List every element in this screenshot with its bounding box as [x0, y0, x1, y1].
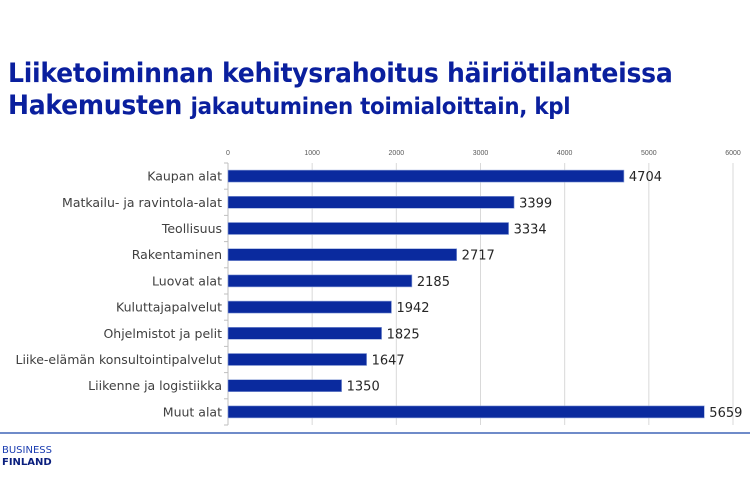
bars	[227, 169, 705, 419]
value-labels: 4704 3399 3334 2717 2185 1942 1825 1647 1350 5659	[347, 170, 743, 421]
bar	[227, 248, 457, 261]
category-label: Muut alat	[163, 404, 222, 419]
bar	[227, 169, 625, 183]
footer-rule	[0, 432, 750, 434]
category-label: Teollisuus	[161, 221, 222, 236]
category-label: Matkailu- ja ravintola-alat	[62, 195, 222, 210]
category-label: Liikenne ja logistiikka	[88, 378, 222, 393]
value-label: 4704	[629, 170, 662, 185]
x-tick-label: 5000	[641, 150, 657, 157]
bar	[227, 274, 413, 288]
value-label: 5659	[709, 406, 742, 421]
category-label: Kaupan alat	[147, 169, 222, 184]
bar	[227, 196, 515, 209]
category-label: Liike-elämän konsultointipalvelut	[15, 352, 222, 367]
x-tick-label: 0	[226, 150, 230, 157]
value-label: 1942	[396, 301, 429, 316]
x-axis-ticks: 0 1000 2000 3000 4000 5000 6000	[226, 150, 741, 157]
value-label: 2717	[462, 249, 495, 264]
category-label: Ohjelmistot ja pelit	[103, 326, 222, 341]
logo-finland: FINLAND	[2, 457, 52, 468]
x-tick-label: 2000	[389, 150, 405, 157]
title-line-2: Hakemusten jakautuminen toimialoittain, …	[8, 90, 571, 121]
category-labels: Kaupan alat Matkailu- ja ravintola-alat Te…	[15, 169, 222, 420]
bar	[227, 222, 509, 235]
title-line-2-sub: jakautuminen toimialoittain, kpl	[190, 94, 571, 120]
bar-chart: 0 1000 2000 3000 4000 5000 6000 Kaupan alat Mat…	[15, 150, 743, 426]
x-tick-label: 3000	[473, 150, 489, 157]
bar	[227, 379, 342, 393]
bar	[227, 353, 367, 366]
bar	[227, 300, 392, 314]
value-label: 3334	[514, 223, 547, 238]
category-label: Kuluttajapalvelut	[116, 300, 222, 315]
title-line-1: Liiketoiminnan kehitysrahoitus häiriötil…	[8, 58, 673, 89]
value-label: 1647	[372, 354, 405, 369]
title-line-2-main: Hakemusten	[8, 90, 183, 121]
bar	[227, 405, 705, 419]
x-tick-label: 6000	[725, 150, 741, 157]
x-tick-label: 1000	[304, 150, 320, 157]
value-label: 1825	[387, 327, 420, 342]
category-label: Luovat alat	[152, 273, 222, 288]
value-label: 3399	[519, 196, 552, 211]
bar	[227, 326, 382, 340]
value-label: 1350	[347, 380, 380, 395]
logo-business: BUSINESS	[2, 445, 52, 456]
x-tick-label: 4000	[557, 150, 573, 157]
value-label: 2185	[417, 275, 450, 290]
category-label: Rakentaminen	[132, 247, 222, 262]
